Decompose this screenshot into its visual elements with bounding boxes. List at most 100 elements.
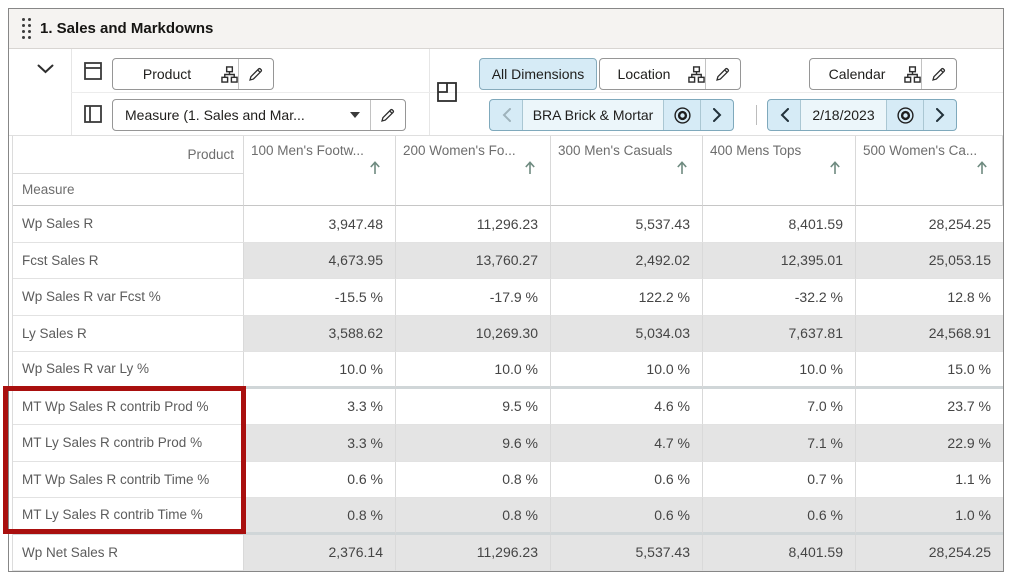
value-cell[interactable]: 4.6 % (551, 388, 703, 425)
row-dimension-button[interactable]: Product (112, 58, 274, 90)
value-cell[interactable]: 2,376.14 (244, 534, 396, 571)
value-cell[interactable]: 10.0 % (551, 352, 703, 389)
chevron-right-icon (712, 108, 722, 122)
column-header[interactable]: 400 Mens Tops (703, 136, 856, 206)
value-cell[interactable]: 0.8 % (244, 498, 396, 535)
value-cell[interactable]: 11,296.23 (396, 206, 551, 243)
value-cell[interactable]: 12,395.01 (703, 242, 856, 279)
value-cell[interactable]: 9.5 % (396, 388, 551, 425)
edit-calendar-button[interactable] (921, 59, 956, 89)
measure-label[interactable]: MT Wp Sales R contrib Prod % (13, 388, 244, 425)
value-cell[interactable]: 3,947.48 (244, 206, 396, 243)
value-cell[interactable]: 3.3 % (244, 388, 396, 425)
measure-label[interactable]: MT Ly Sales R contrib Time % (13, 498, 244, 535)
pivot-toolbar: Product Measure (1. Sales and Mar... (9, 49, 1003, 136)
measure-label[interactable]: Wp Sales R var Ly % (13, 352, 244, 389)
value-cell[interactable]: 0.6 % (551, 461, 703, 498)
calendar-page-value[interactable]: 2/18/2023 (800, 100, 887, 130)
value-cell[interactable]: 0.6 % (551, 498, 703, 535)
all-dimensions-label: All Dimensions (491, 66, 585, 82)
column-header[interactable]: 200 Women's Fo... (396, 136, 551, 206)
page-title: 1. Sales and Markdowns (40, 20, 214, 37)
title-bar: 1. Sales and Markdowns (9, 9, 1003, 49)
column-header-label: 100 Men's Footw... (251, 143, 364, 158)
value-cell[interactable]: 1.1 % (856, 461, 1003, 498)
value-cell[interactable]: 5,537.43 (551, 534, 703, 571)
edit-location-button[interactable] (705, 59, 740, 89)
column-header[interactable]: 300 Men's Casuals (551, 136, 703, 206)
location-next-button[interactable] (701, 100, 733, 130)
value-cell[interactable]: 4,673.95 (244, 242, 396, 279)
location-page-value[interactable]: BRA Brick & Mortar (522, 100, 664, 130)
location-page-selector: BRA Brick & Mortar (489, 99, 734, 131)
column-header[interactable]: 100 Men's Footw... (244, 136, 396, 206)
value-cell[interactable]: 10.0 % (244, 352, 396, 389)
drag-handle-icon[interactable] (22, 18, 31, 39)
location-scope-button[interactable] (664, 100, 701, 130)
value-cell[interactable]: 12.8 % (856, 279, 1003, 316)
value-cell[interactable]: 7.1 % (703, 425, 856, 462)
value-cell[interactable]: 10.0 % (396, 352, 551, 389)
value-cell[interactable]: 15.0 % (856, 352, 1003, 389)
value-cell[interactable]: 22.9 % (856, 425, 1003, 462)
measure-label[interactable]: Wp Sales R (13, 206, 244, 243)
value-cell[interactable]: 23.7 % (856, 388, 1003, 425)
sort-ascending-icon (703, 158, 855, 175)
value-cell[interactable]: 122.2 % (551, 279, 703, 316)
value-cell[interactable]: 3,588.62 (244, 315, 396, 352)
column-dimension-dropdown[interactable]: Measure (1. Sales and Mar... (112, 99, 406, 131)
collapse-button[interactable] (37, 64, 54, 74)
value-cell[interactable]: 3.3 % (244, 425, 396, 462)
calendar-scope-button[interactable] (887, 100, 924, 130)
value-cell[interactable]: -32.2 % (703, 279, 856, 316)
value-cell[interactable]: 11,296.23 (396, 534, 551, 571)
measure-label[interactable]: Wp Sales R var Fcst % (13, 279, 244, 316)
value-cell[interactable]: 2,492.02 (551, 242, 703, 279)
value-cell[interactable]: 24,568.91 (856, 315, 1003, 352)
bullseye-icon (896, 106, 915, 125)
value-cell[interactable]: 0.6 % (244, 461, 396, 498)
value-cell[interactable]: 5,537.43 (551, 206, 703, 243)
location-prev-button[interactable] (490, 100, 522, 130)
measure-label[interactable]: MT Ly Sales R contrib Prod % (13, 425, 244, 462)
measure-label[interactable]: Fcst Sales R (13, 242, 244, 279)
value-cell[interactable]: 8,401.59 (703, 206, 856, 243)
sort-ascending-icon (856, 158, 1002, 175)
measure-label[interactable]: Wp Net Sales R (13, 534, 244, 571)
calendar-next-button[interactable] (924, 100, 956, 130)
sort-ascending-icon (396, 158, 550, 175)
value-cell[interactable]: 9.6 % (396, 425, 551, 462)
value-cell[interactable]: 25,053.15 (856, 242, 1003, 279)
value-cell[interactable]: 10.0 % (703, 352, 856, 389)
value-cell[interactable]: 8,401.59 (703, 534, 856, 571)
value-cell[interactable]: 0.7 % (703, 461, 856, 498)
calendar-dimension-button[interactable]: Calendar (809, 58, 957, 90)
value-cell[interactable]: 10,269.30 (396, 315, 551, 352)
column-header[interactable]: 500 Women's Ca... (856, 136, 1003, 206)
value-cell[interactable]: 28,254.25 (856, 534, 1003, 571)
value-cell[interactable]: 5,034.03 (551, 315, 703, 352)
measure-label[interactable]: Ly Sales R (13, 315, 244, 352)
value-cell[interactable]: 4.7 % (551, 425, 703, 462)
all-dimensions-button[interactable]: All Dimensions (479, 58, 597, 90)
value-cell[interactable]: 0.8 % (396, 498, 551, 535)
value-cell[interactable]: 7.0 % (703, 388, 856, 425)
edit-column-dimension-button[interactable] (370, 100, 405, 130)
pivot-grid: Product Measure 100 Men's Footw... 200 Wome… (9, 136, 1003, 571)
edit-row-dimension-button[interactable] (238, 59, 273, 89)
measure-label[interactable]: MT Wp Sales R contrib Time % (13, 461, 244, 498)
row-select-gutter (9, 136, 13, 571)
column-axis-icon (84, 105, 102, 123)
value-cell[interactable]: -17.9 % (396, 279, 551, 316)
value-cell[interactable]: 0.6 % (703, 498, 856, 535)
value-cell[interactable]: 0.8 % (396, 461, 551, 498)
value-cell[interactable]: -15.5 % (244, 279, 396, 316)
location-dimension-button[interactable]: Location (599, 58, 741, 90)
calendar-page-selector: 2/18/2023 (767, 99, 957, 131)
calendar-prev-button[interactable] (768, 100, 800, 130)
value-cell[interactable]: 7,637.81 (703, 315, 856, 352)
value-cell[interactable]: 28,254.25 (856, 206, 1003, 243)
page-edge-icon (437, 82, 457, 102)
value-cell[interactable]: 1.0 % (856, 498, 1003, 535)
value-cell[interactable]: 13,760.27 (396, 242, 551, 279)
